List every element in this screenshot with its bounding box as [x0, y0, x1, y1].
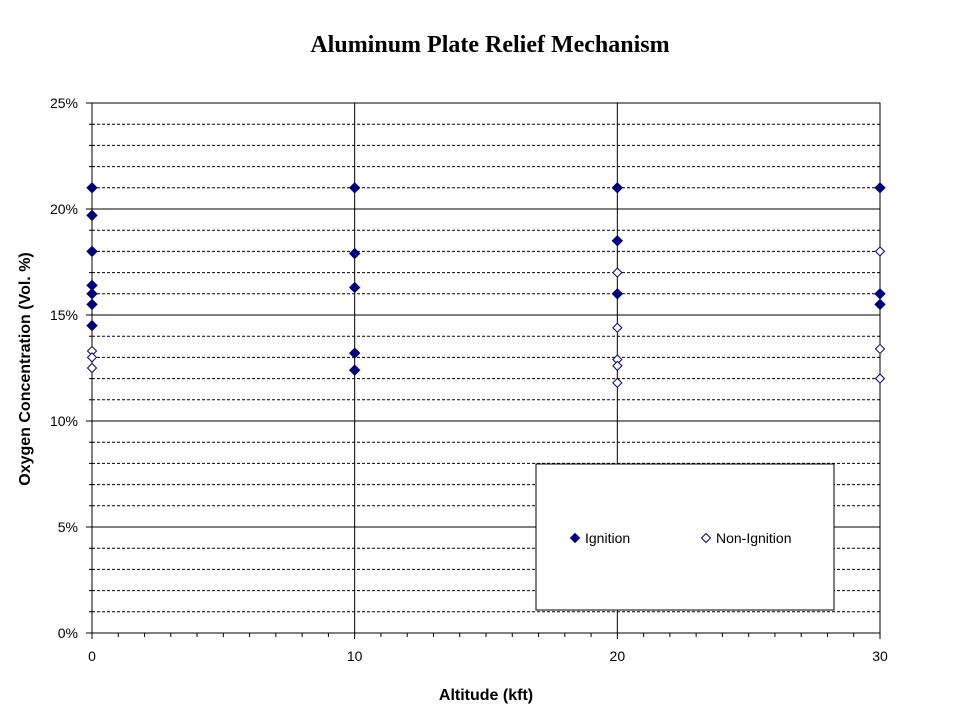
ignition-point — [86, 298, 98, 311]
x-axis-title: Altitude (kft) — [439, 687, 533, 704]
chart-title: Aluminum Plate Relief Mechanism — [310, 32, 670, 58]
legend-non-ignition-label: Non-Ignition — [716, 530, 792, 546]
ignition-point — [86, 319, 98, 332]
y-tick-label: 0% — [58, 625, 78, 641]
ignition-point — [874, 298, 886, 311]
data-points — [86, 182, 886, 389]
y-tick-label: 25% — [50, 95, 78, 111]
legend-items: Ignition Non-Ignition — [569, 530, 792, 546]
ignition-point — [348, 182, 361, 194]
y-tick-label: 15% — [50, 307, 78, 323]
y-tick-label: 20% — [50, 201, 78, 217]
legend-box — [535, 463, 835, 611]
non-ignition-point — [612, 322, 623, 333]
y-tick-label: 5% — [58, 519, 78, 535]
non-ignition-point — [612, 267, 623, 278]
non-ignition-point — [86, 352, 98, 363]
legend-ignition-label: Ignition — [585, 530, 630, 546]
ignition-point — [86, 245, 98, 258]
non-ignition-point — [612, 377, 623, 389]
legend: Ignition Non-Ignition — [535, 463, 835, 611]
ignition-point — [874, 182, 886, 194]
legend-ignition-marker — [569, 532, 581, 544]
ignition-point — [611, 235, 624, 247]
x-tick-label: 0 — [88, 648, 96, 664]
non-ignition-point — [874, 246, 886, 257]
ignition-point — [348, 347, 361, 359]
ignition-point — [348, 247, 361, 260]
non-ignition-point — [874, 373, 886, 384]
x-tick-label: 20 — [610, 648, 626, 664]
non-ignition-point — [874, 343, 886, 355]
y-axis-title: Oxygen Concentration (Vol. %) — [17, 252, 34, 486]
y-tick-label: 10% — [50, 413, 78, 429]
x-tick-label: 30 — [872, 648, 888, 664]
x-tick-label: 10 — [347, 648, 363, 664]
legend-non-ignition-marker — [700, 532, 712, 544]
ignition-point — [86, 182, 98, 194]
ignition-point — [611, 182, 624, 194]
ignition-point — [611, 288, 624, 300]
non-ignition-point — [86, 362, 98, 374]
ignition-point — [348, 281, 361, 294]
ignition-point — [86, 209, 98, 222]
non-ignition-point — [612, 360, 623, 372]
ignition-point — [348, 364, 361, 376]
